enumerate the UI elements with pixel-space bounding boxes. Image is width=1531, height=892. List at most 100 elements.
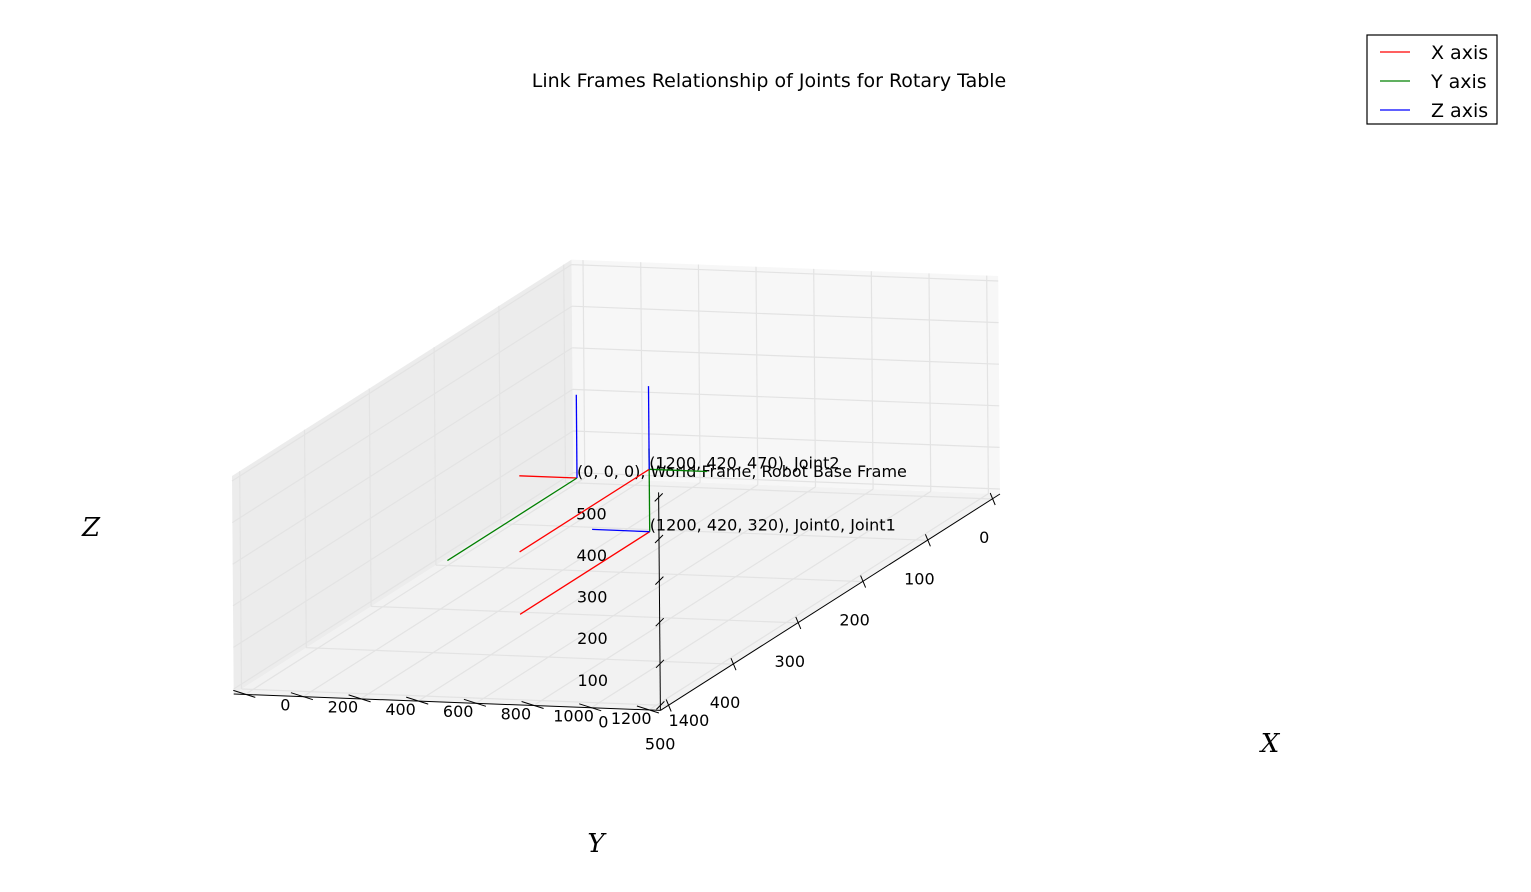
grid-line-x-floor bbox=[648, 493, 989, 711]
grid-line-y-side bbox=[498, 305, 502, 524]
frame-0-axis-x bbox=[519, 475, 578, 479]
x-tick-label: 1200 bbox=[611, 709, 652, 728]
grid-line-x-back bbox=[928, 273, 932, 492]
frame-label: (1200, 420, 320), Joint0, Joint1 bbox=[650, 516, 896, 535]
z-tick-mark bbox=[655, 617, 665, 627]
z-tick-label: 500 bbox=[576, 504, 607, 523]
grid-line-y-floor bbox=[435, 564, 863, 583]
z-tick-label: 0 bbox=[598, 712, 608, 731]
grid-line-x-floor bbox=[533, 488, 874, 707]
grid-line-z-back bbox=[572, 430, 1000, 448]
frame-1-axis-x bbox=[519, 531, 651, 615]
x-tick-mark bbox=[521, 701, 544, 709]
grid-line-x-back bbox=[582, 260, 586, 479]
z-tick-mark bbox=[655, 576, 664, 585]
grid-line-y-side bbox=[239, 471, 243, 690]
z-tick-label: 400 bbox=[576, 546, 607, 565]
grid-line-y-side bbox=[303, 429, 307, 648]
y-tick-label: 0 bbox=[979, 528, 989, 547]
z-axis-line bbox=[658, 492, 661, 711]
frame-0-axis-z bbox=[575, 394, 578, 479]
grid-line-z-side bbox=[233, 430, 574, 648]
frame-0-axis-y bbox=[447, 477, 578, 562]
grid-line-z-back bbox=[572, 347, 999, 365]
legend-label: Y axis bbox=[1430, 71, 1487, 93]
side-pane bbox=[232, 259, 574, 694]
grid-line-y-floor bbox=[241, 688, 669, 707]
y-tick-label: 200 bbox=[839, 611, 870, 630]
x-tick-mark bbox=[636, 705, 660, 714]
grid-line-x-floor bbox=[244, 477, 586, 695]
grid-line-z-side bbox=[232, 347, 573, 565]
frame-2-axis-y bbox=[649, 468, 707, 473]
grid-line-x-back bbox=[813, 268, 817, 487]
grid-line-x-floor bbox=[475, 486, 816, 704]
z-tick-label: 300 bbox=[577, 588, 608, 607]
legend: X axis Y axis Z axis bbox=[1366, 34, 1498, 125]
x-tick-mark bbox=[463, 698, 487, 707]
grid-line-z-back bbox=[573, 472, 1000, 490]
y-tick-label: 400 bbox=[710, 693, 741, 712]
legend-box bbox=[1366, 34, 1498, 125]
grid-line-z-back bbox=[571, 305, 999, 324]
y-tick-mark bbox=[795, 616, 802, 630]
tick-marks: 0 200 400 600 800 1000 1200 1400010020030040050… bbox=[233, 492, 996, 754]
grid-line-x-floor bbox=[360, 481, 701, 700]
grid-line-y-floor bbox=[371, 605, 798, 624]
legend-label: X axis bbox=[1431, 42, 1488, 64]
y-tick-mark bbox=[860, 575, 867, 588]
z-tick-mark bbox=[656, 701, 665, 710]
x-tick-label: 400 bbox=[385, 700, 416, 719]
frame-label: (1200, 420, 470), Joint2 bbox=[649, 453, 839, 472]
grid-line-y-side bbox=[368, 388, 372, 607]
frame-2-axis-z bbox=[647, 386, 650, 470]
x-tick-label: 800 bbox=[501, 704, 532, 723]
z-tick-mark bbox=[655, 659, 665, 669]
frame-2-axis-x bbox=[519, 468, 650, 553]
x-tick-label: 600 bbox=[443, 702, 474, 721]
y-tick-label: 300 bbox=[775, 652, 806, 671]
z-axis-label: Z bbox=[81, 513, 101, 543]
grid-line-x-back bbox=[870, 271, 874, 490]
x-tick-label: 200 bbox=[328, 698, 359, 717]
grid-line-x-back bbox=[755, 266, 759, 485]
grid-line-z-back bbox=[572, 388, 1000, 407]
grid-line-x-back bbox=[697, 264, 701, 483]
legend-label: Z axis bbox=[1431, 100, 1488, 122]
grid-line-y-floor bbox=[565, 481, 993, 500]
frame-label: (0, 0, 0), World Frame, Robot Base Frame bbox=[577, 462, 907, 481]
y-tick-mark bbox=[730, 658, 737, 671]
y-tick-mark bbox=[665, 699, 672, 712]
y-tick-label: 500 bbox=[645, 735, 676, 754]
x-tick-mark bbox=[406, 696, 429, 705]
grid-line-z-side bbox=[232, 388, 573, 607]
grid-line-y-floor bbox=[500, 523, 928, 541]
x-tick-label: 0 bbox=[280, 695, 290, 714]
x-tick-mark bbox=[348, 694, 371, 703]
x-tick-mark bbox=[290, 692, 314, 701]
grid-lines bbox=[231, 260, 1000, 711]
grid-line-y-side bbox=[563, 264, 567, 483]
y-tick-mark bbox=[989, 492, 996, 506]
grid-line-x-floor bbox=[302, 479, 643, 698]
grid-line-z-side bbox=[231, 264, 572, 482]
frame-lines: (0, 0, 0), World Frame, Robot Base Frame… bbox=[447, 386, 907, 615]
z-tick-mark bbox=[654, 534, 664, 544]
grid-line-z-back bbox=[571, 264, 999, 282]
x-tick-mark bbox=[233, 689, 256, 698]
x-tick-mark bbox=[579, 703, 602, 712]
y-axis-label: Y bbox=[587, 829, 607, 859]
grid-line-x-floor bbox=[417, 484, 759, 702]
grid-line-z-side bbox=[233, 472, 574, 690]
chart-title: Link Frames Relationship of Joints for R… bbox=[532, 70, 1007, 92]
grid-line-z-side bbox=[231, 305, 573, 524]
z-tick-mark bbox=[654, 493, 664, 502]
x-tick-label: 1400 bbox=[669, 711, 710, 730]
grid-line-x-floor bbox=[590, 490, 932, 709]
y-axis-line bbox=[660, 493, 1001, 711]
frame-1-axis-z bbox=[592, 528, 650, 533]
z-tick-label: 200 bbox=[577, 629, 608, 648]
grid-line-x-back bbox=[986, 275, 990, 494]
x-axis-label: X bbox=[1259, 729, 1281, 759]
